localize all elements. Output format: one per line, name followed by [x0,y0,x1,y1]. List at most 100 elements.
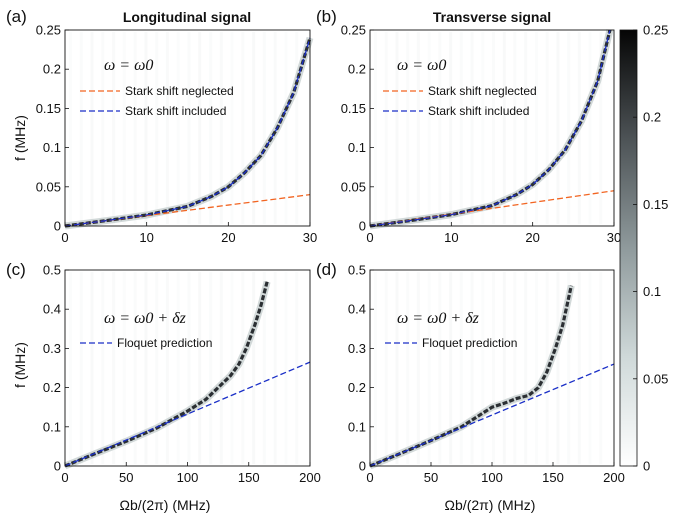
panel-b-title: Transverse signal [433,9,551,25]
y-tick-label: 0.1 [348,140,366,155]
heatmap-streak [502,272,506,464]
plot-background [65,30,310,226]
heatmap-streak [502,32,506,224]
heatmap-streak [155,32,159,224]
y-tick-label: 0 [359,459,366,474]
y-tick-label: 0.4 [348,302,366,317]
panel-d-xlabel: Ωb/(2π) (MHz) [445,497,536,513]
y-tick-label: 0.5 [43,263,61,278]
x-tick-label: 20 [221,230,235,245]
legend-label-stark-included: Stark shift included [428,104,529,118]
heatmap-streak [122,32,126,224]
heatmap-streak [252,32,256,224]
heatmap-streak [567,272,571,464]
panel-b-condition: ω = ω0 [397,57,446,74]
heatmap-streak [295,272,299,464]
heatmap-streak [449,272,453,464]
series-line-1 [369,29,611,227]
y-tick-label: 0.05 [341,179,366,194]
heatmap-streak [187,272,191,464]
heatmap-streak [90,32,94,224]
heatmap-streak [252,272,256,464]
heatmap-streak [438,272,442,464]
signal-ridge [369,29,612,228]
heatmap-streak [69,272,72,464]
panel-b-plot: 0 10 20 30 0 0.05 0.1 0.15 0.2 0.25 [341,23,622,246]
y-tick-label: 0.1 [348,419,366,434]
y-tick-label: 0.3 [348,341,366,356]
legend-label-floquet: Floquet prediction [117,336,212,350]
heatmap-streak [470,272,474,464]
panel-a-title: Longitudinal signal [123,9,251,25]
heatmap-streak [481,272,485,464]
plot-background [370,30,614,226]
heatmap-streak [374,272,377,464]
heatmap-streak [241,272,245,464]
heatmap-streak [406,32,410,224]
heatmap-streak [101,32,105,224]
heatmap-streak [459,32,463,224]
panel-c-plot: 0 50 100 150 200 0 0.1 0.2 0.3 0.4 0.5 [43,263,321,486]
legend-label-stark-neglected: Stark shift neglected [428,84,537,98]
heatmap-streak [599,272,603,464]
heatmap-streak [262,272,266,464]
heatmap-streak [395,272,399,464]
heatmap-streak [219,272,223,464]
heatmap-streak [144,32,148,224]
panel-c-condition: ω = ω0 + δz [104,310,187,327]
heatmap-streak [90,272,94,464]
heatmap-streak [112,272,116,464]
heatmap-streak [230,32,234,224]
heatmap-streak [524,272,528,464]
heatmap-streak [374,32,377,224]
x-tick-label: 20 [525,230,539,245]
heatmap-streak [79,272,83,464]
panel-a-ylabel: f (MHz) [12,115,28,161]
x-tick-label: 200 [603,470,625,485]
heatmap-streak [144,272,148,464]
heatmap-streak [406,272,410,464]
heatmap-streak [534,32,538,224]
panel-c-legend: Floquet prediction [80,336,212,350]
y-tick-label: 0 [359,219,366,234]
heatmap-streak [449,32,453,224]
heatmap-streak [198,32,202,224]
heatmap-streak [416,32,420,224]
heatmap-streak [69,32,72,224]
heatmap-streak [588,32,592,224]
signal-ridge [64,281,269,468]
heatmap-streak [427,272,431,464]
heatmap-streak [513,272,517,464]
y-tick-label: 0.2 [43,62,61,77]
plot-background [65,270,310,466]
heatmap-streak [524,32,528,224]
colorbar-tick-label: 0 [643,459,650,474]
y-tick-label: 0.4 [43,302,61,317]
panel-b-label: (b) [316,7,337,26]
y-tick-label: 0.2 [348,62,366,77]
colorbar-tick-label: 0.25 [643,23,668,38]
signal-ridge [64,37,312,228]
colorbar-tick-label: 0.1 [643,284,661,299]
series-line-1 [64,37,311,227]
heatmap-streak [241,32,245,224]
y-tick-label: 0.2 [43,380,61,395]
heatmap-streak [577,272,581,464]
heatmap-streak [209,272,213,464]
y-tick-label: 0.15 [36,101,61,116]
panel-a-plot: 0 10 20 30 0 0.05 0.1 0.15 0.2 0.25 [36,23,318,246]
plot-frame [64,29,311,227]
y-tick-label: 0.3 [43,341,61,356]
x-tick-label: 150 [542,470,564,485]
heatmap-streak [534,272,538,464]
x-tick-label: 0 [366,230,373,245]
panel-d-condition: ω = ω0 + δz [397,310,480,327]
panel-a-legend: Stark shift neglected Stark shift includ… [80,84,234,118]
x-tick-label: 0 [61,470,68,485]
colorbar-tick-label: 0.05 [643,371,668,386]
panel-c-label: (c) [6,260,26,279]
y-tick-label: 0 [54,459,61,474]
panel-d-legend: Floquet prediction [385,336,517,350]
panel-c: 0 50 100 150 200 0 0.1 0.2 0.3 0.4 0.5 (c) ω = ω0 … [6,260,321,513]
